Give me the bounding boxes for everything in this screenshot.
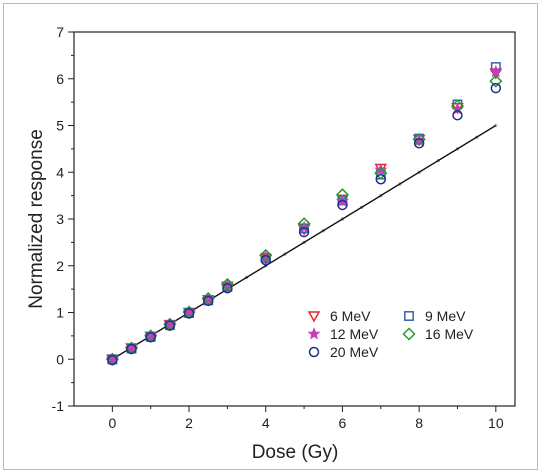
y-tick-label: 0 xyxy=(56,351,64,367)
legend-label: 16 MeV xyxy=(425,326,474,342)
legend-marker xyxy=(307,327,321,340)
legend-label: 20 MeV xyxy=(330,344,379,360)
data-point xyxy=(145,332,156,343)
data-point xyxy=(297,217,311,231)
data-point xyxy=(412,132,426,147)
y-tick-label: 2 xyxy=(56,258,64,274)
data-point xyxy=(375,174,387,185)
y-tick-label: 1 xyxy=(56,305,64,321)
legend-item: 12 MeV xyxy=(307,326,379,342)
data-point xyxy=(452,109,463,121)
data-point xyxy=(126,343,137,355)
legend-marker xyxy=(402,327,416,341)
y-tick-label: -1 xyxy=(52,398,65,414)
legend-label: 6 MeV xyxy=(330,308,371,324)
data-point xyxy=(201,291,215,306)
data-point xyxy=(202,295,214,307)
y-tick-label: 3 xyxy=(56,211,64,227)
y-tick-label: 6 xyxy=(56,71,64,87)
y-tick-label: 4 xyxy=(56,164,64,180)
legend-marker xyxy=(307,311,321,323)
x-tick-label: 0 xyxy=(108,415,116,431)
data-point xyxy=(490,82,502,94)
data-point xyxy=(222,282,233,294)
x-tick-label: 4 xyxy=(262,415,270,431)
y-tick-label: 5 xyxy=(56,118,64,134)
legend-item: 20 MeV xyxy=(308,344,379,360)
reference-line xyxy=(111,124,497,360)
data-point xyxy=(259,248,273,263)
legend-marker xyxy=(404,311,414,321)
data-point xyxy=(374,163,388,176)
data-point xyxy=(220,277,234,292)
legend-item: 16 MeV xyxy=(402,326,474,342)
legend-label: 9 MeV xyxy=(425,308,466,324)
data-point xyxy=(413,138,425,149)
legend-label: 12 MeV xyxy=(330,326,379,342)
x-tick-label: 10 xyxy=(488,415,504,431)
series-20-mev xyxy=(107,82,502,366)
data-point xyxy=(298,226,310,238)
data-point xyxy=(260,254,271,266)
y-tick-label: 7 xyxy=(56,24,64,40)
data-point xyxy=(107,354,118,366)
data-point xyxy=(489,74,503,88)
data-point xyxy=(337,199,348,211)
legend-item: 9 MeV xyxy=(404,308,466,324)
data-point xyxy=(183,308,195,319)
x-axis-title: Dose (Gy) xyxy=(252,442,339,463)
plot-area xyxy=(73,31,516,407)
data-point xyxy=(164,320,176,331)
data-point xyxy=(489,64,503,78)
y-axis-title: Normalized response xyxy=(26,129,47,309)
legend-marker xyxy=(308,346,320,358)
data-point xyxy=(374,166,388,180)
x-tick-label: 6 xyxy=(339,415,347,431)
legend: 6 MeV 9 MeV 12 MeV 16 MeV 20 MeV xyxy=(307,308,474,360)
legend-item: 6 MeV xyxy=(307,308,371,324)
x-tick-label: 2 xyxy=(185,415,193,431)
x-tick-label: 8 xyxy=(415,415,423,431)
